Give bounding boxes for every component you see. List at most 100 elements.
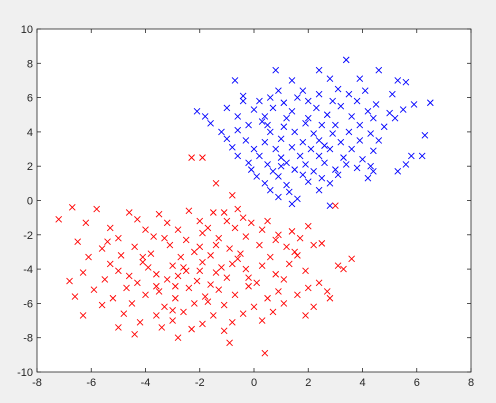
data-point <box>302 161 309 168</box>
x-tick-label: 4 <box>359 377 365 389</box>
data-point <box>264 217 271 225</box>
data-point <box>348 113 355 120</box>
data-point <box>334 262 342 269</box>
data-point <box>71 293 79 300</box>
data-point <box>391 114 399 122</box>
data-point <box>269 168 277 175</box>
data-point <box>256 152 263 160</box>
data-point <box>196 267 204 275</box>
y-tick-label: 0 <box>27 196 33 208</box>
data-point <box>367 162 374 170</box>
data-point <box>182 236 190 244</box>
data-point <box>348 145 355 153</box>
data-point <box>426 99 434 107</box>
data-point <box>153 282 160 290</box>
data-point <box>155 210 163 218</box>
data-point <box>174 272 182 280</box>
data-point <box>258 118 266 125</box>
data-point <box>185 284 193 292</box>
data-point <box>266 186 274 194</box>
data-point <box>74 238 82 245</box>
data-point <box>150 233 157 240</box>
data-point <box>348 255 355 263</box>
data-point <box>421 132 429 139</box>
data-point <box>408 152 415 160</box>
data-point <box>372 101 380 108</box>
data-point <box>310 168 317 175</box>
y-tick-label: 4 <box>27 127 33 139</box>
data-point <box>185 207 193 215</box>
data-point <box>212 180 220 187</box>
y-tick-label: 8 <box>27 58 33 70</box>
data-point <box>353 164 361 172</box>
data-point <box>356 121 364 129</box>
data-point <box>104 238 111 245</box>
data-point <box>332 121 339 129</box>
data-point <box>288 77 296 84</box>
data-point <box>234 126 242 134</box>
data-point <box>280 300 288 307</box>
scatter-series <box>55 56 434 357</box>
data-point <box>106 224 114 232</box>
data-point <box>250 145 258 153</box>
data-point <box>310 241 317 249</box>
data-point <box>117 252 125 259</box>
data-point <box>310 303 317 311</box>
data-point <box>370 114 377 122</box>
data-point <box>245 274 252 281</box>
x-tick-label: 2 <box>305 377 311 389</box>
data-point <box>90 286 98 293</box>
data-point <box>269 308 277 316</box>
data-point <box>261 113 269 120</box>
data-point <box>136 318 144 326</box>
data-point <box>315 152 323 160</box>
data-point <box>223 135 231 143</box>
data-point <box>234 152 242 160</box>
data-point <box>288 144 296 151</box>
data-point <box>375 137 383 144</box>
data-point <box>196 243 204 251</box>
data-point <box>125 209 133 216</box>
data-point <box>98 245 106 252</box>
data-point <box>109 294 117 302</box>
data-point <box>304 284 312 292</box>
data-point <box>337 138 345 146</box>
data-point <box>220 301 228 309</box>
data-point <box>386 109 393 117</box>
data-point <box>283 181 290 189</box>
data-point <box>304 178 312 185</box>
data-point <box>266 253 274 261</box>
data-point <box>256 241 263 249</box>
data-point <box>239 214 247 221</box>
data-point <box>128 300 136 307</box>
data-point <box>223 217 231 225</box>
data-point <box>258 317 266 324</box>
data-point <box>272 66 280 74</box>
data-point <box>345 128 353 136</box>
y-tick-label: -10 <box>17 367 33 379</box>
data-point <box>315 186 323 194</box>
data-point <box>302 120 309 127</box>
data-point <box>291 248 299 256</box>
data-point <box>120 310 128 318</box>
data-point <box>98 301 106 309</box>
data-point <box>285 260 293 268</box>
data-point <box>188 154 195 161</box>
data-point <box>342 161 350 168</box>
data-point <box>172 282 179 290</box>
data-point <box>337 102 345 110</box>
data-point <box>239 92 247 100</box>
data-point <box>55 216 63 223</box>
data-point <box>193 108 201 115</box>
data-point <box>207 281 214 288</box>
data-point <box>228 192 236 199</box>
data-point <box>234 113 242 120</box>
data-point <box>191 300 198 307</box>
data-point <box>142 226 149 233</box>
data-point <box>218 264 225 271</box>
data-point <box>394 168 402 175</box>
data-point <box>131 243 138 251</box>
data-point <box>163 219 171 227</box>
data-point <box>247 219 255 227</box>
data-point <box>131 330 138 338</box>
